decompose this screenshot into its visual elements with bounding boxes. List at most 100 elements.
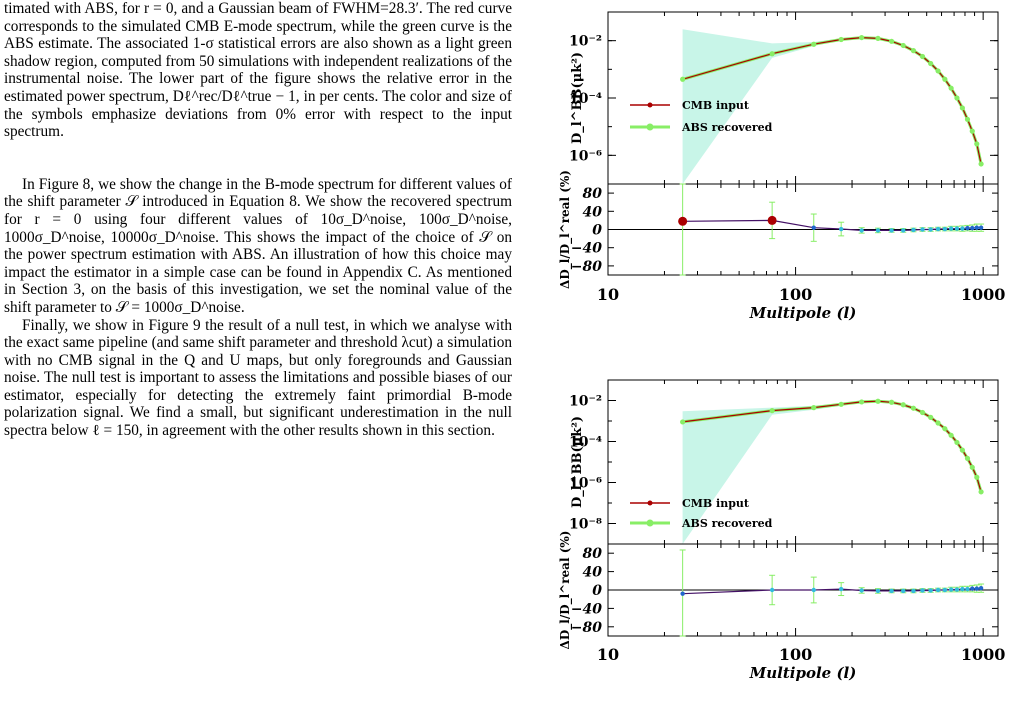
y-tick-label: 10⁻⁶ <box>569 476 602 492</box>
legend-cmb-marker <box>647 500 653 506</box>
lower-y-axis-label: ΔD_l/D_l^real (%) <box>558 170 573 289</box>
abs-recovered-point <box>888 38 895 44</box>
residual-point <box>811 587 816 593</box>
y-tick-label: 10⁻⁸ <box>569 517 602 533</box>
x-tick-label: 10 <box>597 285 619 304</box>
y-tick-label: 40 <box>583 565 603 581</box>
abs-recovered-point <box>969 128 975 134</box>
residual-point <box>954 226 960 231</box>
abs-recovered-point <box>888 399 895 405</box>
y-tick-label: −40 <box>571 601 602 617</box>
abs-recovered-point <box>974 141 980 147</box>
legend-abs-marker <box>646 123 654 131</box>
residual-point <box>911 227 916 233</box>
abs-recovered-point <box>919 409 926 416</box>
residual-point <box>928 227 933 232</box>
legend-cmb-label: CMB input <box>682 99 750 112</box>
upper-y-axis-label: D_l^BB(μk²) <box>570 416 585 508</box>
abs-recovered-point <box>811 41 817 47</box>
residual-point <box>970 225 975 231</box>
abs-recovered-point <box>900 402 906 408</box>
abs-recovered-point <box>910 48 917 54</box>
residual-point <box>965 586 970 592</box>
abs-recovered-point <box>978 161 984 167</box>
residual-point <box>935 587 941 593</box>
legend-abs-label: ABS recovered <box>681 121 773 134</box>
paragraph-shift-parameter: In Figure 8, we show the change in the B… <box>4 175 512 316</box>
error-band <box>682 403 842 544</box>
y-tick-label: 10⁻² <box>569 34 602 50</box>
legend-cmb-marker <box>647 102 653 108</box>
y-tick-label: 10⁻⁶ <box>569 148 602 164</box>
y-tick-label: 0 <box>592 223 602 239</box>
residual-point <box>974 586 979 591</box>
residual-point <box>859 228 864 233</box>
residual-point <box>901 588 906 594</box>
x-axis-label: Multipole (l) <box>749 304 857 322</box>
legend-cmb-label: CMB input <box>682 497 750 510</box>
abs-recovered-point <box>954 439 960 446</box>
abs-recovered-point <box>838 36 844 43</box>
residual-point <box>970 586 975 591</box>
y-tick-label: 10⁻² <box>569 394 602 410</box>
x-axis-label: Multipole (l) <box>749 664 857 682</box>
abs-recovered-point <box>859 399 865 405</box>
figure-caption: timated with ABS, for r = 0, and a Gauss… <box>4 0 512 141</box>
abs-recovered-point <box>838 401 844 407</box>
abs-recovered-point <box>928 414 934 420</box>
residual-point <box>859 588 864 593</box>
abs-recovered-point <box>935 68 941 74</box>
y-tick-label: 10⁻⁴ <box>569 435 602 451</box>
x-tick-label: 1000 <box>961 285 1006 304</box>
y-tick-label: 80 <box>583 186 603 202</box>
residual-point <box>838 226 844 232</box>
residual-point <box>678 216 688 226</box>
residual-point <box>920 588 925 593</box>
x-tick-label: 100 <box>779 285 812 304</box>
residual-point <box>942 226 948 232</box>
y-tick-label: −40 <box>571 241 602 257</box>
abs-recovered-point <box>959 447 965 453</box>
residual-point <box>948 587 954 592</box>
residual-point <box>901 228 906 233</box>
residual-point <box>935 226 941 232</box>
abs-recovered-point <box>680 76 686 82</box>
abs-recovered-point <box>964 116 971 122</box>
residual-point <box>875 588 881 594</box>
abs-recovered-point <box>859 34 865 41</box>
abs-recovered-point <box>974 474 980 480</box>
abs-recovered-point <box>935 420 941 426</box>
upper-y-axis-label: D_l^BB(μk²) <box>570 52 585 144</box>
residual-point <box>911 588 916 594</box>
residual-point <box>767 215 777 225</box>
upper-panel-frame <box>607 11 999 185</box>
power-spectrum-figure-top: 10 100 1000 Multipole (l) 10⁻² 10⁻⁴ 10⁻⁶ D_l^BB… <box>558 11 1006 322</box>
abs-recovered-point <box>875 35 881 41</box>
abs-recovered-point <box>900 42 906 49</box>
y-tick-label: −80 <box>571 620 602 636</box>
residual-point <box>954 587 960 592</box>
y-tick-label: −80 <box>571 259 602 275</box>
abs-recovered-point <box>978 489 984 495</box>
residual-point <box>960 226 965 231</box>
residual-point <box>811 225 816 230</box>
text-column: timated with ABS, for r = 0, and a Gauss… <box>4 0 512 440</box>
x-tick-label: 100 <box>779 645 812 664</box>
abs-recovered-point <box>928 60 934 67</box>
residual-point <box>920 227 925 232</box>
legend-abs-label: ABS recovered <box>681 517 773 530</box>
legend-abs-marker <box>646 519 654 527</box>
abs-recovered-point <box>948 85 954 91</box>
abs-recovered-point <box>942 426 948 432</box>
abs-recovered-point <box>969 464 975 470</box>
upper-panel-frame <box>607 379 999 545</box>
abs-recovered-point <box>919 53 926 60</box>
y-tick-label: 40 <box>583 204 603 220</box>
residual-point <box>889 588 894 594</box>
residual-point <box>769 587 775 593</box>
residual-point <box>942 587 948 593</box>
y-tick-label: 0 <box>592 583 602 599</box>
residual-point <box>889 228 894 233</box>
abs-recovered-point <box>948 432 954 438</box>
abs-recovered-point <box>964 455 971 461</box>
